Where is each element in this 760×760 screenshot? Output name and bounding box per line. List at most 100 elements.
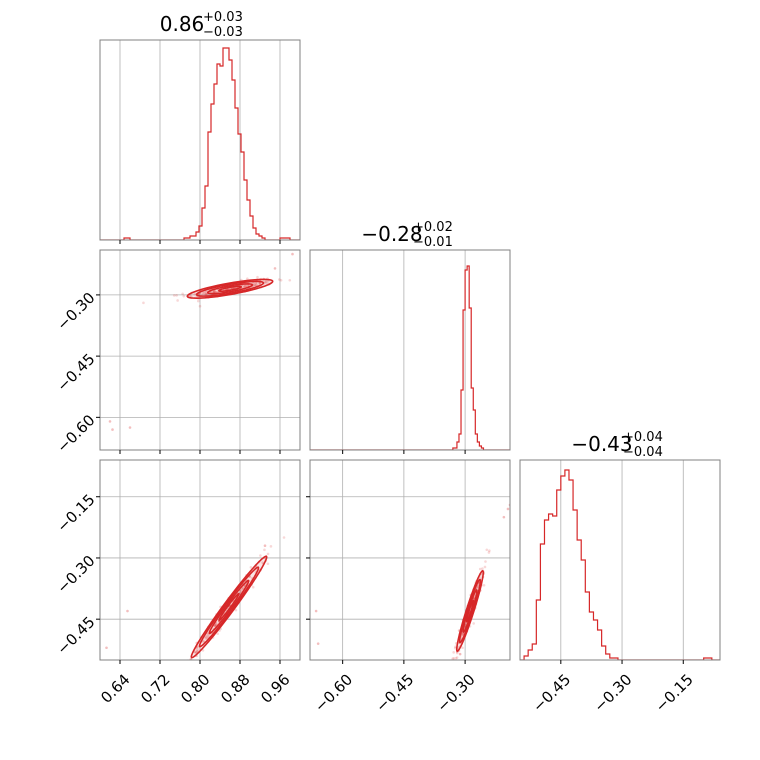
sample-point <box>258 281 262 285</box>
sample-point <box>454 661 457 664</box>
sample-point <box>204 291 208 294</box>
x-tick-label: −0.15 <box>652 670 697 715</box>
sample-point <box>277 278 281 281</box>
contour-2 <box>198 566 260 648</box>
sample-point <box>206 633 210 636</box>
sample-point <box>204 292 208 296</box>
outlier-point <box>128 426 132 429</box>
sample-point <box>244 284 247 287</box>
sample-point <box>204 293 208 296</box>
sample-point <box>234 608 238 612</box>
sample-point <box>451 657 454 660</box>
sample-point <box>476 584 480 588</box>
sample-point <box>249 566 253 569</box>
sample-point <box>478 567 482 571</box>
sample-point <box>458 652 462 656</box>
x-tick-label: −0.45 <box>529 670 574 715</box>
sample-point <box>252 281 255 285</box>
sample-point <box>484 560 487 563</box>
panel-2-0 <box>100 460 300 669</box>
x-tick-label: −0.60 <box>311 670 356 715</box>
x-tick-label: 0.64 <box>97 670 133 706</box>
outlier-point <box>314 609 318 613</box>
sample-point <box>186 666 189 669</box>
sample-point <box>214 624 217 627</box>
sample-point <box>263 548 266 552</box>
sample-point <box>282 536 286 539</box>
sample-point <box>196 648 199 651</box>
y-tick-label: −0.15 <box>53 491 98 536</box>
sample-point <box>205 635 208 639</box>
contour-0 <box>218 592 240 622</box>
title-plus: +0.03 <box>203 10 243 25</box>
sample-point <box>202 291 206 295</box>
contour-2 <box>195 280 265 297</box>
x-tick-label: −0.30 <box>433 670 478 715</box>
sample-point <box>476 585 479 589</box>
sample-point <box>261 561 264 564</box>
sample-point <box>203 293 207 296</box>
sample-point <box>240 589 243 593</box>
sample-point <box>186 663 189 666</box>
title-minus: −0.04 <box>623 445 663 460</box>
sample-point <box>264 280 268 284</box>
title-plus: +0.04 <box>623 430 663 445</box>
outlier-point <box>111 428 114 431</box>
sample-point <box>487 551 491 554</box>
y-tick-label: −0.30 <box>53 552 98 597</box>
contour-1 <box>206 283 254 295</box>
contour-3 <box>455 569 485 653</box>
y-tick-label: −0.45 <box>53 613 98 658</box>
sample-point <box>201 292 204 296</box>
sample-point <box>455 656 459 659</box>
sample-point <box>485 548 489 552</box>
sample-point <box>267 280 270 283</box>
contour-3 <box>190 555 268 659</box>
sample-point <box>253 283 257 287</box>
sample-point <box>259 554 262 557</box>
sample-point <box>452 657 456 660</box>
sample-point <box>195 650 199 653</box>
sample-point <box>212 290 216 293</box>
panel-2-2 <box>520 460 720 660</box>
panel-2-1 <box>310 460 510 664</box>
sample-point <box>242 284 246 288</box>
y-tick-label: −0.60 <box>53 411 98 456</box>
sample-point <box>255 283 259 287</box>
sample-point <box>265 282 269 285</box>
sample-point <box>254 283 258 287</box>
x-tick-label: −0.45 <box>372 670 417 715</box>
outlier-point <box>193 650 197 654</box>
panel-frame <box>309 459 511 661</box>
contour-2 <box>458 578 482 644</box>
sample-point <box>213 290 216 293</box>
sample-point <box>213 624 216 628</box>
sample-point <box>181 292 184 296</box>
x-tick-label: 0.72 <box>137 670 173 706</box>
panel-frame <box>519 459 721 661</box>
sample-point <box>251 585 255 589</box>
outlier-point <box>316 642 320 645</box>
sample-point <box>476 585 479 589</box>
sample-point <box>266 552 270 556</box>
y-tick-label: −0.45 <box>53 350 98 395</box>
sample-point <box>472 622 475 625</box>
title-value: −0.28 <box>361 222 422 246</box>
sample-point <box>461 646 464 650</box>
sample-point <box>452 651 455 654</box>
density-fill <box>191 556 267 658</box>
sample-point <box>483 565 487 569</box>
sample-point <box>461 632 464 636</box>
sample-point <box>142 301 145 305</box>
x-tick-label: 0.80 <box>177 670 213 706</box>
sample-point <box>204 636 207 640</box>
outlier-point <box>263 544 267 548</box>
sample-point <box>172 294 176 297</box>
sample-point <box>193 292 197 296</box>
sample-point <box>458 652 462 656</box>
panel-0-0 <box>100 40 300 240</box>
outlier-point <box>502 515 506 519</box>
title-minus: −0.01 <box>413 235 453 250</box>
outlier-point <box>105 646 108 650</box>
